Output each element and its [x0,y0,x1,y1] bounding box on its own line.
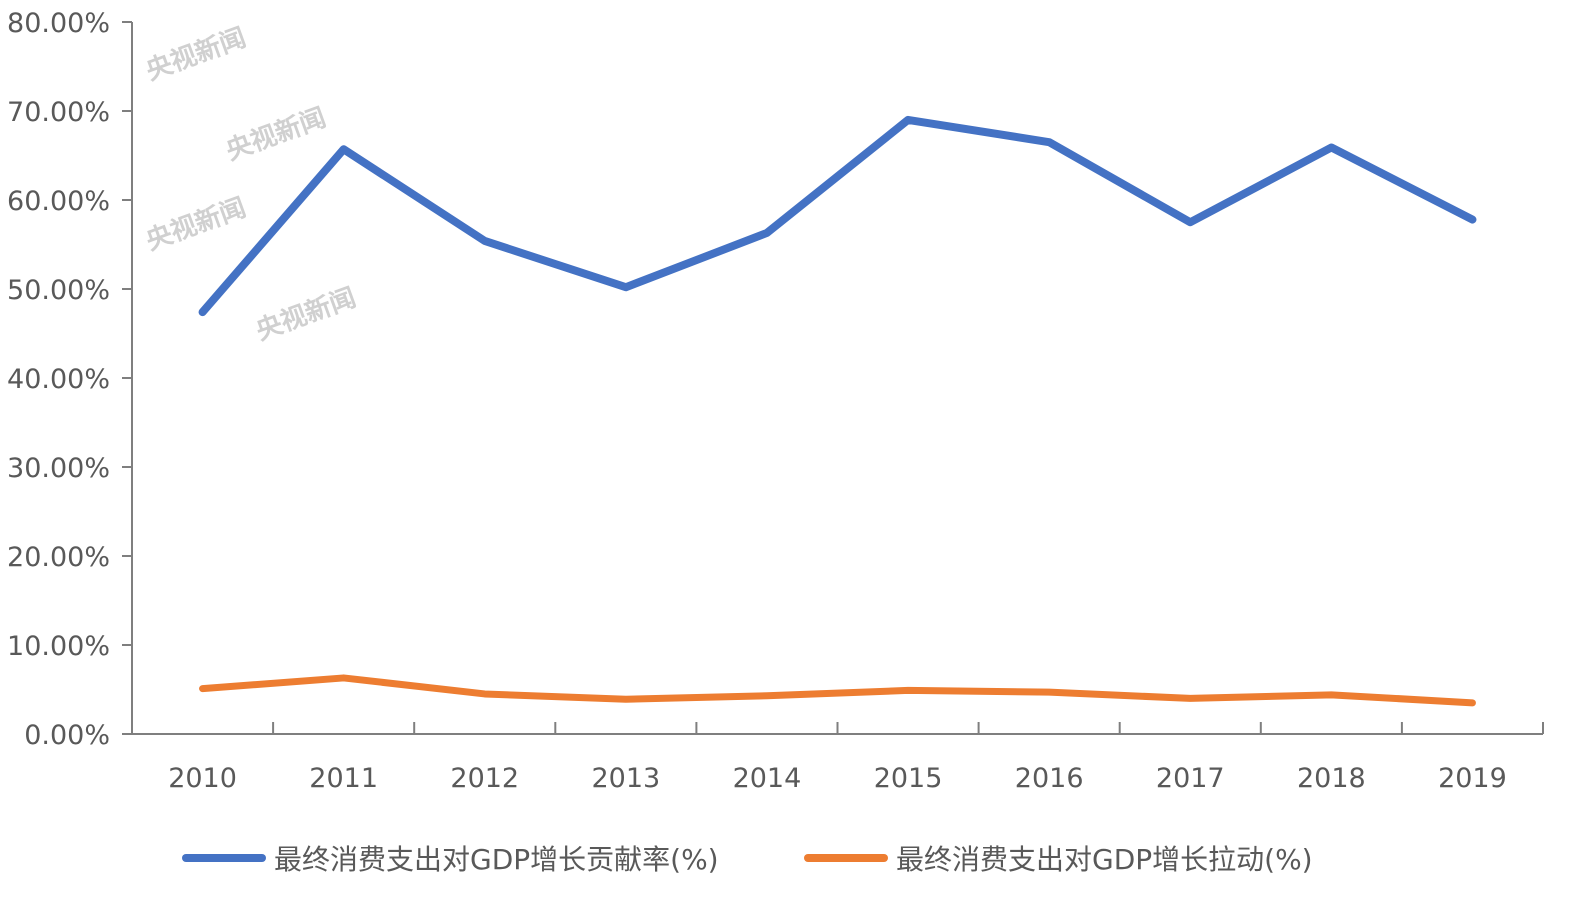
x-axis-ticks: 2010 2011 2012 2013 2014 2015 2016 2017 2018 2019 [132,722,1543,794]
watermark-text: 央视新闻 [142,22,250,87]
watermark-text: 央视新闻 [222,102,330,167]
watermark-text: 央视新闻 [252,282,360,347]
axes [132,22,1543,734]
x-tick-label: 2014 [733,763,802,794]
series-lines [202,120,1472,703]
watermark-text: 央视新闻 [142,192,250,257]
legend-label-pull: 最终消费支出对GDP增长拉动(%) [896,843,1313,876]
y-tick-label: 50.00% [7,275,110,306]
x-tick-label: 2013 [591,763,660,794]
x-tick-label: 2015 [874,763,943,794]
y-tick-label: 60.00% [7,186,110,217]
x-tick-label: 2010 [168,763,237,794]
x-tick-label: 2012 [450,763,519,794]
legend-label-contribution: 最终消费支出对GDP增长贡献率(%) [274,843,719,876]
series-line-1 [203,678,1473,703]
x-tick-label: 2018 [1297,763,1366,794]
x-tick-label: 2016 [1015,763,1084,794]
legend: 最终消费支出对GDP增长贡献率(%) 最终消费支出对GDP增长拉动(%) [186,843,1313,876]
x-tick-label: 2019 [1438,763,1507,794]
x-tick-label: 2011 [309,763,378,794]
y-tick-label: 30.00% [7,453,110,484]
y-tick-label: 70.00% [7,97,110,128]
y-tick-label: 20.00% [7,542,110,573]
x-tick-label: 2017 [1156,763,1225,794]
series-line-0 [203,120,1473,312]
y-tick-label: 80.00% [7,8,110,39]
y-tick-label: 0.00% [24,720,110,751]
y-tick-label: 10.00% [7,631,110,662]
y-axis-ticks: 0.00% 10.00% 20.00% 30.00% 40.00% 50.00% 60.00… [7,8,132,751]
y-tick-label: 40.00% [7,364,110,395]
